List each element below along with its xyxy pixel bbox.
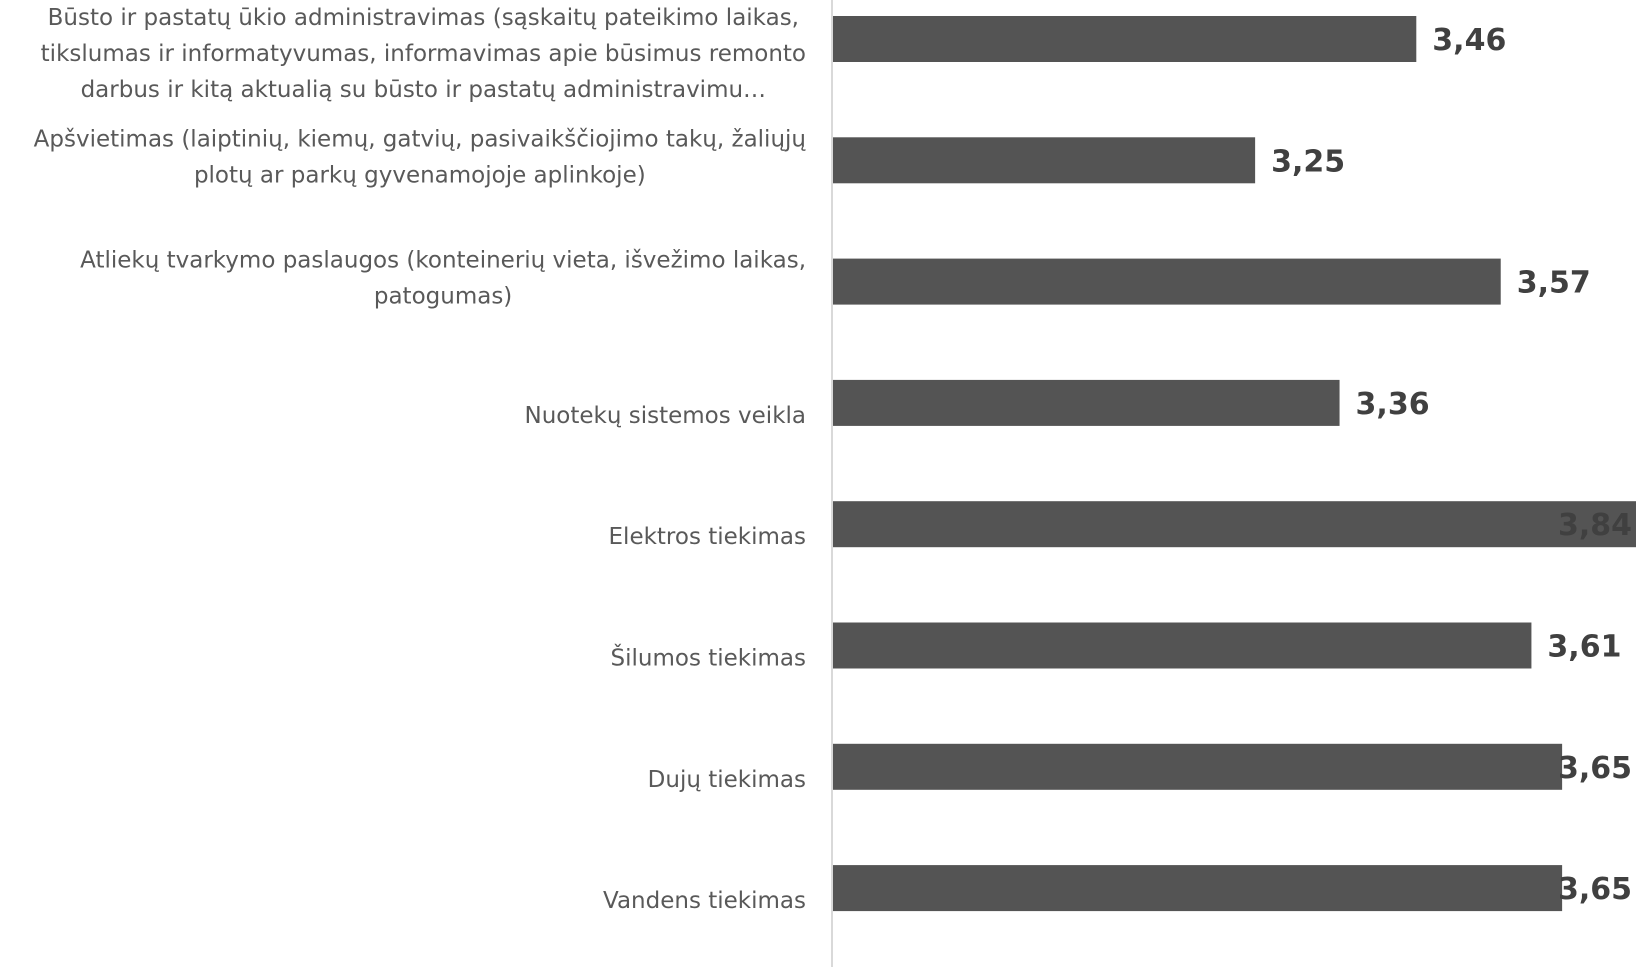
- category-label: Šilumos tiekimas: [611, 644, 806, 672]
- category-label-line: tikslumas ir informatyvumas, informavima…: [41, 41, 806, 67]
- category-label-line: Nuotekų sistemos veikla: [525, 403, 806, 429]
- data-label: 3,25: [1271, 144, 1345, 179]
- category-label-line: Šilumos tiekimas: [611, 644, 806, 672]
- data-label: 3,36: [1356, 387, 1430, 422]
- data-label: 3,65: [1558, 751, 1632, 786]
- category-label-line: Dujų tiekimas: [648, 767, 806, 793]
- bars-layer: [833, 16, 1636, 912]
- category-label-line: patogumas): [374, 284, 512, 310]
- bar: [833, 258, 1501, 305]
- bar: [833, 622, 1532, 669]
- bar: [833, 501, 1636, 548]
- category-label-line: plotų ar parkų gyvenamojoje aplinkoje): [194, 162, 646, 188]
- category-label-line: Vandens tiekimas: [603, 888, 806, 914]
- category-label-line: Apšvietimas (laiptinių, kiemų, gatvių, p…: [34, 126, 807, 152]
- data-label: 3,46: [1432, 23, 1506, 58]
- category-label-line: darbus ir kitą aktualią su būsto ir past…: [81, 77, 766, 103]
- category-label: Atliekų tvarkymo paslaugos (konteinerių …: [80, 248, 806, 310]
- category-label-line: Būsto ir pastatų ūkio administravimas (s…: [48, 5, 799, 31]
- category-label-line: Elektros tiekimas: [609, 524, 806, 550]
- data-label: 3,84: [1558, 508, 1632, 543]
- bar: [833, 865, 1563, 912]
- category-label: Apšvietimas (laiptinių, kiemų, gatvių, p…: [34, 126, 807, 188]
- bar: [833, 16, 1417, 62]
- bar: [833, 379, 1340, 426]
- labels-layer: 3,46 Būsto ir pastatų ūkio administravima…: [34, 5, 1632, 914]
- data-label: 3,65: [1558, 872, 1632, 907]
- bar: [833, 137, 1256, 184]
- data-label: 3,61: [1547, 630, 1621, 665]
- category-label: Būsto ir pastatų ūkio administravimas (s…: [41, 5, 806, 103]
- category-label: Elektros tiekimas: [609, 524, 806, 550]
- category-label: Dujų tiekimas: [648, 767, 806, 793]
- data-label: 3,57: [1517, 266, 1591, 301]
- category-label-line: Atliekų tvarkymo paslaugos (konteinerių …: [80, 248, 806, 274]
- bar: [833, 743, 1563, 790]
- category-label: Vandens tiekimas: [603, 888, 806, 914]
- category-label: Nuotekų sistemos veikla: [525, 403, 806, 429]
